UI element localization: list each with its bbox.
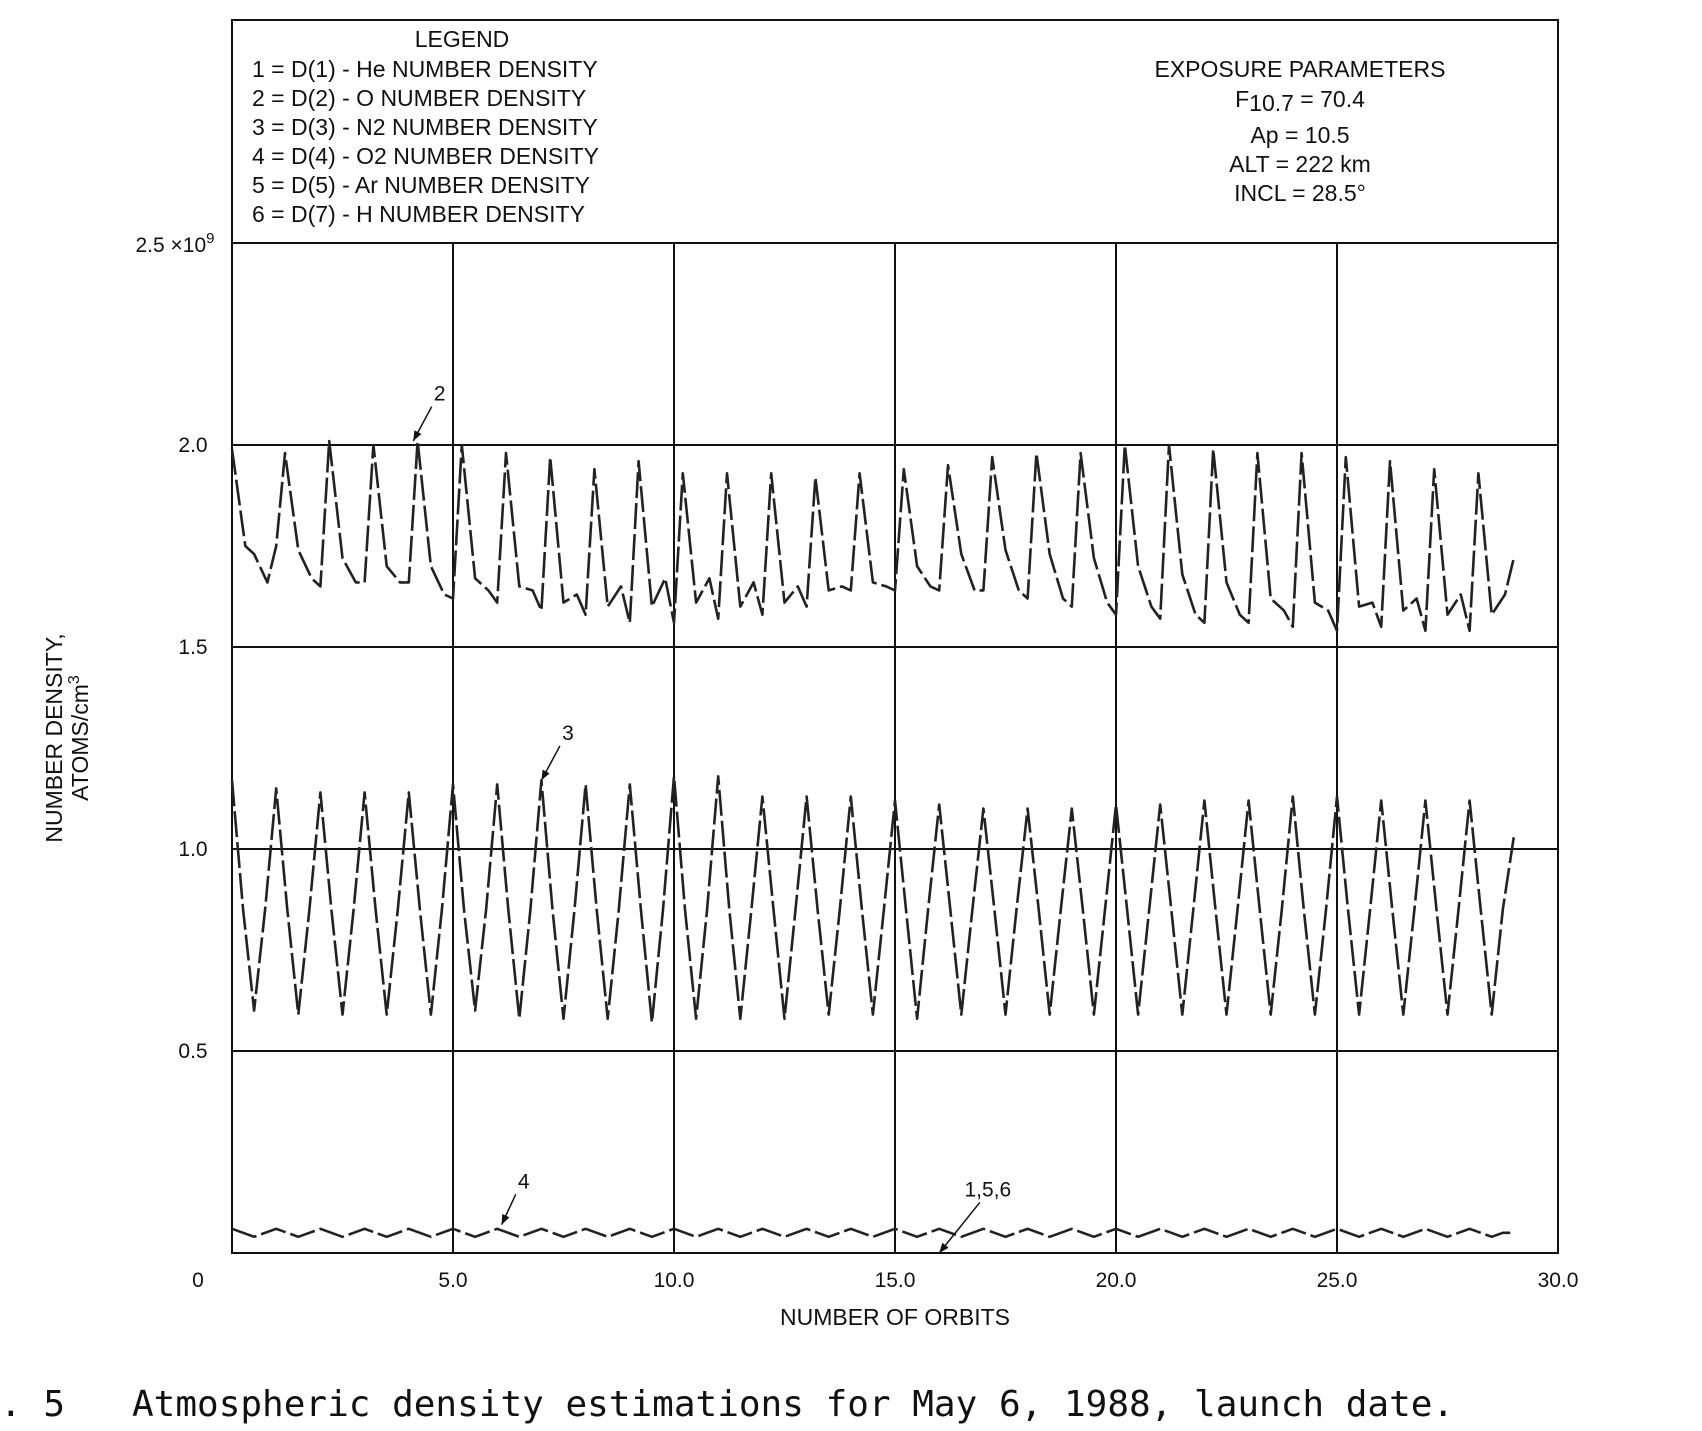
axis-ticks: 0 5.0 10.0 15.0 20.0 25.0 30.0 0.5 1.0 1.5 2.0	[178, 434, 1578, 1292]
y-tick-label: 2.0	[178, 434, 207, 457]
annotation-arrow-line	[938, 1201, 981, 1254]
y-tick-label: 0.5	[178, 1040, 207, 1063]
exposure-alt: ALT = 222 km	[1229, 151, 1371, 177]
x-axis-label: NUMBER OF ORBITS	[780, 1304, 1010, 1330]
x-tick-label: 25.0	[1317, 1269, 1358, 1292]
annotation-arrow-head	[939, 1242, 949, 1253]
x-tick-label: 5.0	[438, 1269, 467, 1292]
y-multiplier-base: 2.5 ×10	[136, 234, 207, 257]
y-multiplier-exp: 9	[206, 230, 214, 247]
annotation-arrow-head	[501, 1213, 510, 1225]
figure-number: . 5	[0, 1384, 66, 1425]
series-line-3	[230, 775, 1516, 1024]
x-tick-label: 0	[192, 1269, 204, 1292]
series-line-4	[231, 1227, 1514, 1239]
series-line-2	[230, 439, 1516, 633]
legend-item-n2: 3 = D(3) - N2 NUMBER DENSITY	[252, 114, 598, 140]
legend-item-ar: 5 = D(5) - Ar NUMBER DENSITY	[252, 172, 591, 198]
plot-frame	[231, 19, 1559, 1254]
annotations: 2 3 4 1,5,6	[412, 383, 1011, 1254]
legend-title: LEGEND	[414, 26, 510, 52]
legend-item-o: 2 = D(2) - O NUMBER DENSITY	[252, 85, 587, 111]
exposure-incl: INCL = 28.5°	[1234, 180, 1366, 206]
annotation-arrow-head	[541, 769, 550, 781]
annotation-label: 3	[562, 722, 574, 745]
annotation-arrow-head	[413, 430, 422, 441]
grid	[232, 243, 1558, 1253]
caption-text: Atmospheric density estimations for May …	[132, 1384, 1455, 1425]
legend-item-he: 1 = D(1) - He NUMBER DENSITY	[252, 56, 598, 82]
x-tick-label: 30.0	[1538, 1269, 1579, 1292]
annotation-label: 4	[518, 1170, 530, 1193]
exposure-f107: F10.7 = 70.4	[1235, 86, 1365, 116]
figure-caption: . 5 Atmospheric density estimations for M…	[0, 1384, 1454, 1425]
annotation-label: 2	[434, 383, 446, 406]
x-tick-label: 20.0	[1096, 1269, 1137, 1292]
exposure-title: EXPOSURE PARAMETERS	[1154, 56, 1446, 82]
series-group	[230, 439, 1516, 1239]
x-tick-label: 10.0	[654, 1269, 695, 1292]
annotation-label: 1,5,6	[964, 1178, 1011, 1201]
y-tick-label: 1.5	[178, 636, 207, 659]
y-axis-label: NUMBER DENSITY, ATOMS/cm3	[41, 633, 93, 842]
legend-item-o2: 4 = D(4) - O2 NUMBER DENSITY	[252, 143, 599, 169]
x-tick-label: 15.0	[875, 1269, 916, 1292]
y-axis-label-line1: NUMBER DENSITY,	[41, 633, 67, 842]
legend-item-h: 6 = D(7) - H NUMBER DENSITY	[252, 201, 585, 227]
y-multiplier-label: 2.5 ×109	[136, 230, 215, 257]
density-chart: 2 3 4 1,5,6 0 5.0 10.0 15.0 20.0 25.0 30.0 0.5 1.0 1…	[41, 19, 1578, 1330]
y-tick-label: 1.0	[178, 838, 207, 861]
y-axis-label-line2: ATOMS/cm3	[66, 675, 93, 801]
exposure-ap: Ap = 10.5	[1250, 122, 1350, 148]
